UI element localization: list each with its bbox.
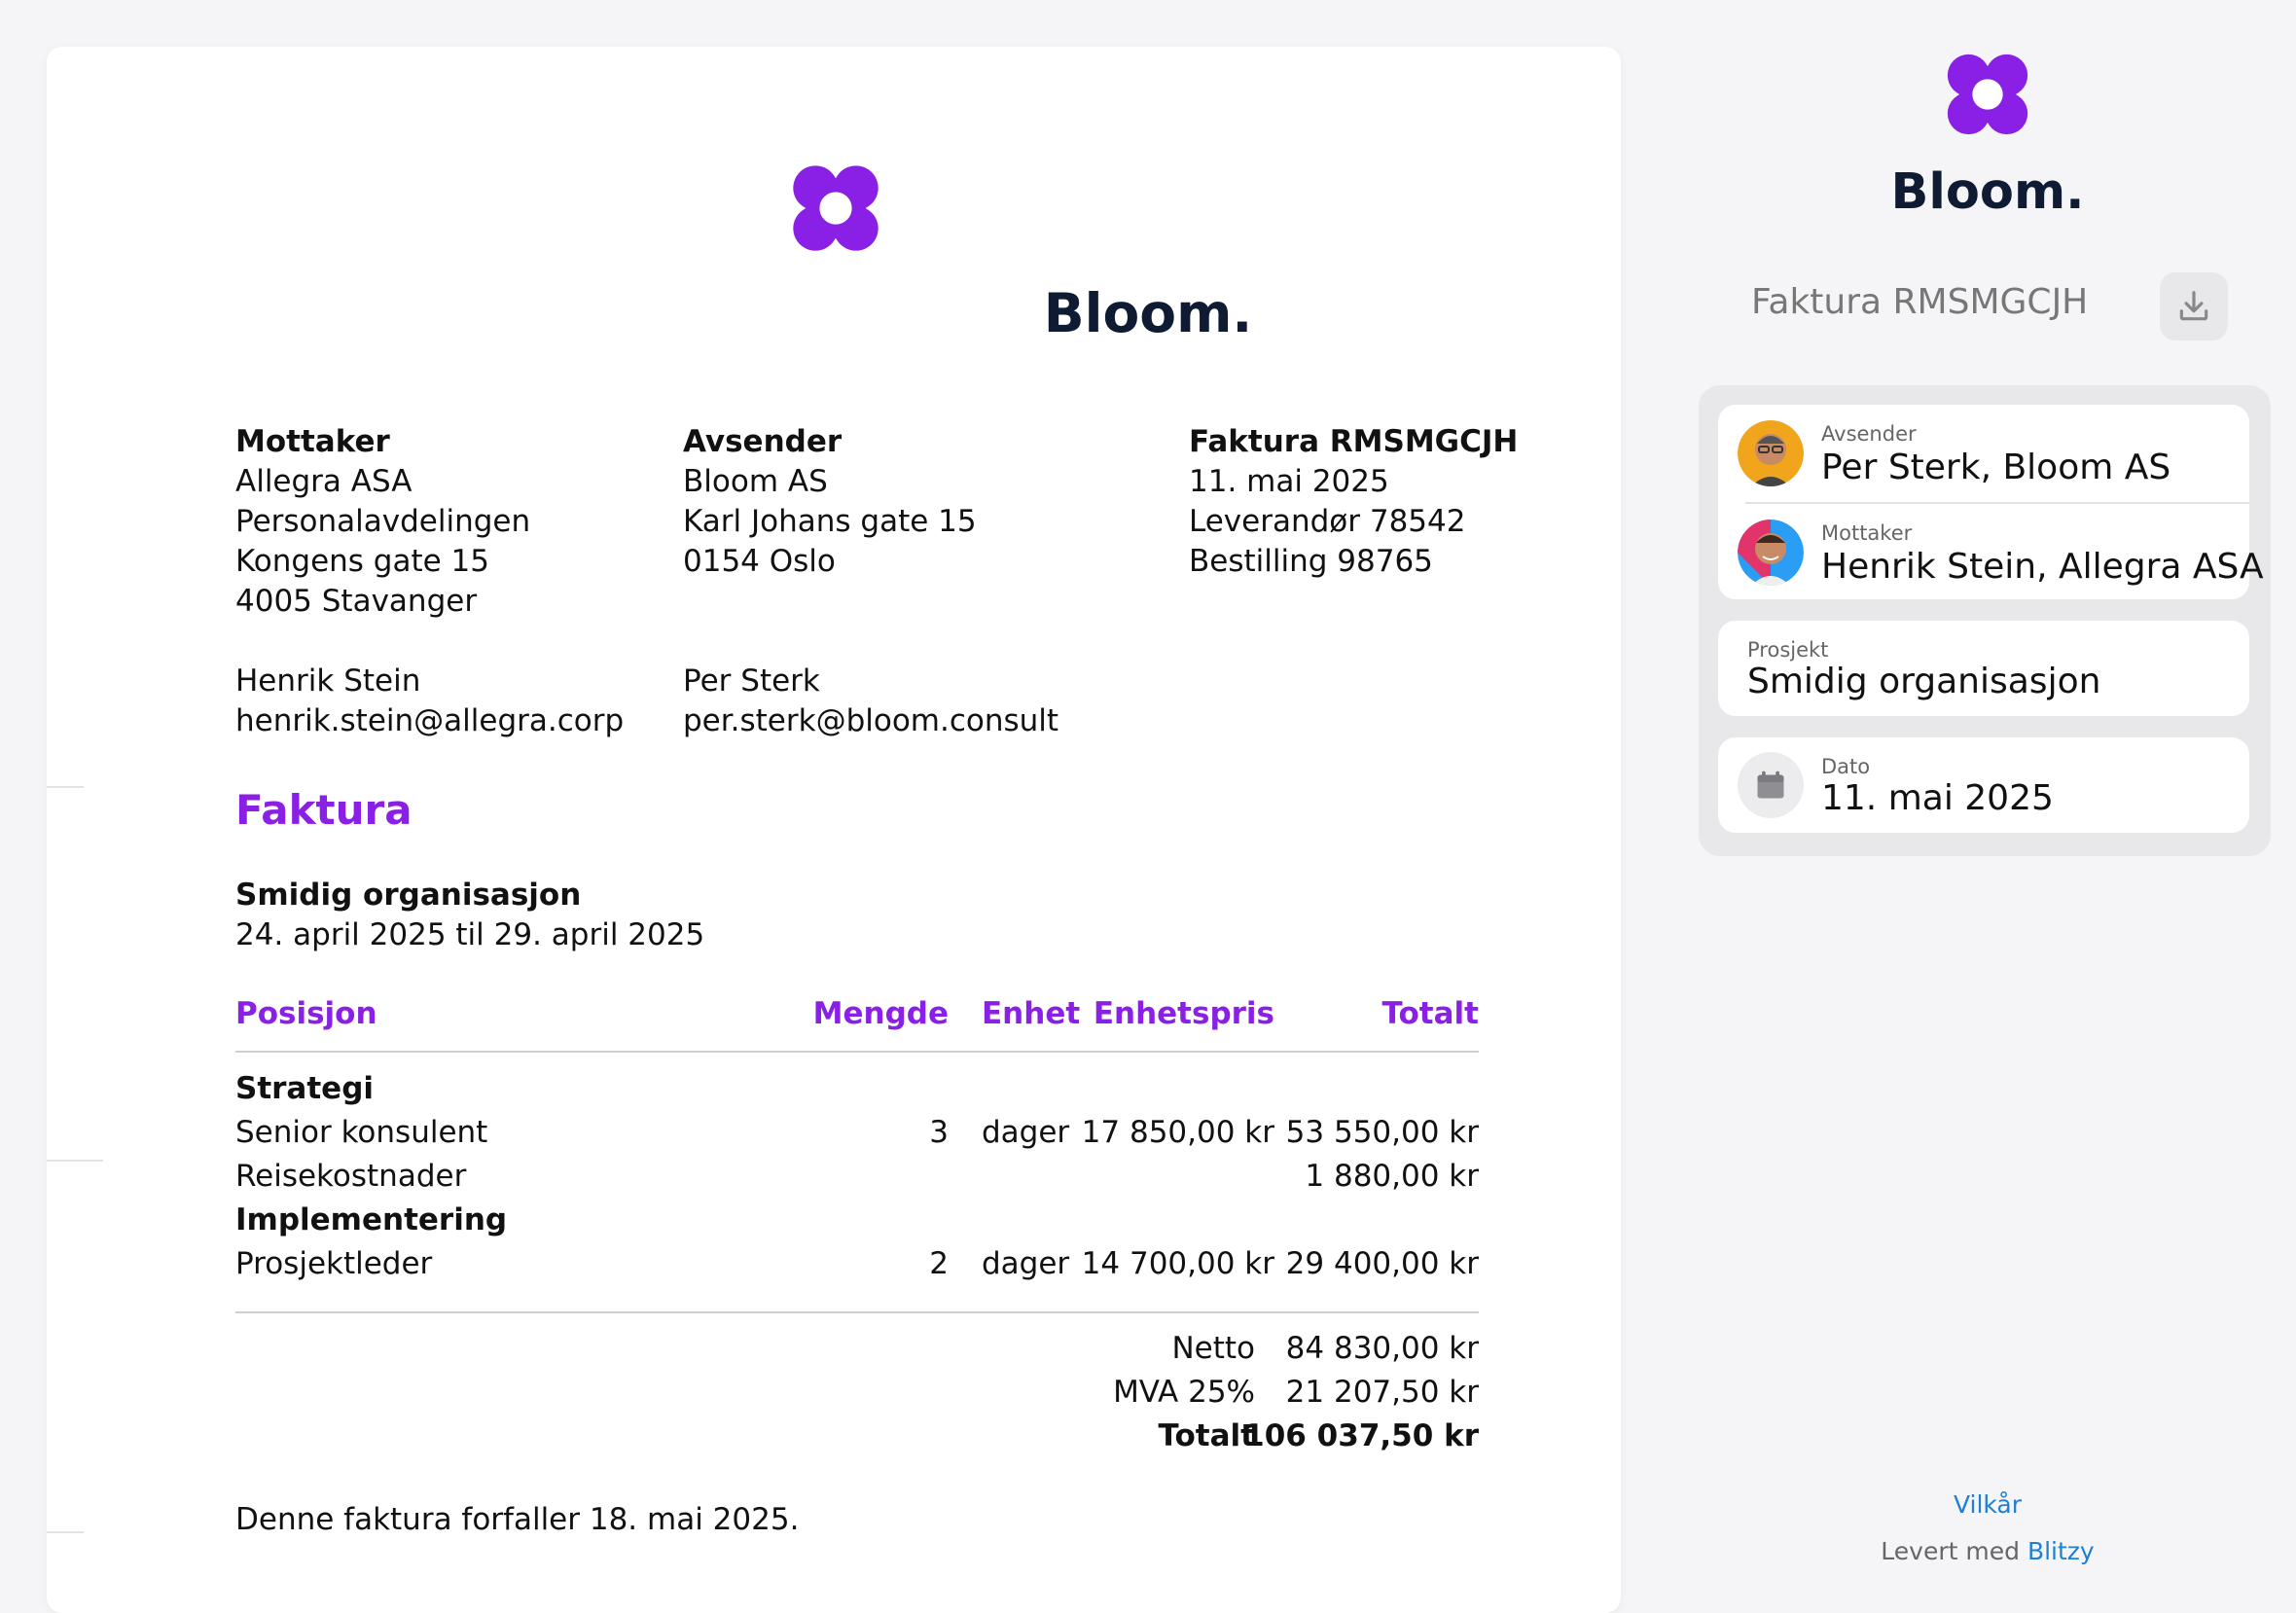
recipient-value: Henrik Stein, Allegra ASA bbox=[1821, 547, 2264, 587]
net-label: Netto bbox=[1171, 1331, 1255, 1366]
bloom-logo-icon bbox=[793, 165, 879, 251]
column-header-position: Posisjon bbox=[235, 996, 377, 1031]
powered-by: Levert med Blitzy bbox=[1679, 1537, 2296, 1565]
sender-line: Bloom AS bbox=[683, 464, 828, 499]
item-quantity: 3 bbox=[929, 1115, 949, 1150]
table-row: Senior konsulent 3 dager 17 850,00 kr 53… bbox=[235, 1111, 1479, 1155]
sender-block: Avsender Bloom AS Karl Johans gate 15 01… bbox=[683, 422, 1058, 741]
item-quantity: 2 bbox=[929, 1246, 949, 1281]
terms-link[interactable]: Vilkår bbox=[1953, 1490, 2023, 1519]
sender-label: Avsender bbox=[1821, 422, 1917, 446]
column-header-unit-price: Enhetspris bbox=[1093, 996, 1274, 1031]
column-header-unit: Enhet bbox=[982, 996, 1081, 1031]
fold-mark bbox=[47, 1531, 84, 1533]
sender-contact-email: per.sterk@bloom.consult bbox=[683, 703, 1059, 738]
sidebar-invoice-title: Faktura RMSMGCJH bbox=[1751, 282, 2089, 322]
card-divider bbox=[1745, 502, 2249, 504]
recipient-block: Mottaker Allegra ASA Personalavdelingen … bbox=[235, 422, 624, 741]
invoice-document bbox=[47, 47, 1621, 1613]
blitzy-link[interactable]: Blitzy bbox=[2027, 1537, 2095, 1565]
item-total: 53 550,00 kr bbox=[1285, 1115, 1479, 1150]
project-period: 24. april 2025 til 29. april 2025 bbox=[235, 917, 705, 952]
project-card: Prosjekt Smidig organisasjon bbox=[1718, 621, 2249, 716]
item-total: 29 400,00 kr bbox=[1285, 1246, 1479, 1281]
footer-links: Vilkår bbox=[1679, 1490, 2296, 1519]
vat-label: MVA 25% bbox=[1113, 1375, 1255, 1410]
sender-heading: Avsender bbox=[683, 424, 843, 459]
vat-value: 21 207,50 kr bbox=[1285, 1375, 1479, 1410]
recipient-line: Personalavdelingen bbox=[235, 504, 531, 539]
powered-by-prefix: Levert med bbox=[1881, 1537, 2020, 1565]
invoice-number-heading: Faktura RMSMGCJH bbox=[1189, 424, 1519, 459]
sender-value: Per Sterk, Bloom AS bbox=[1821, 448, 2171, 487]
recipient-label: Mottaker bbox=[1821, 521, 1913, 545]
invoice-date: 11. mai 2025 bbox=[1189, 464, 1389, 499]
group-name: Strategi bbox=[235, 1071, 375, 1106]
project-title: Smidig organisasjon bbox=[235, 878, 582, 913]
total-value: 106 037,50 kr bbox=[1243, 1418, 1479, 1453]
item-unit-price: 17 850,00 kr bbox=[1081, 1115, 1274, 1150]
net-value: 84 830,00 kr bbox=[1285, 1331, 1479, 1366]
column-header-total: Totalt bbox=[1381, 996, 1479, 1031]
table-divider bbox=[235, 1051, 1479, 1053]
parties-card: Avsender Per Sterk, Bloom AS Mottaker He… bbox=[1718, 405, 2264, 599]
recipient-line: 4005 Stavanger bbox=[235, 584, 478, 619]
table-group-row: Implementering bbox=[235, 1199, 1479, 1242]
recipient-avatar bbox=[1738, 520, 1804, 586]
order-number: Bestilling 98765 bbox=[1189, 544, 1433, 579]
download-button[interactable] bbox=[2160, 272, 2228, 341]
item-position: Prosjektleder bbox=[235, 1246, 433, 1281]
column-header-quantity: Mengde bbox=[812, 996, 949, 1031]
invoice-meta-block: Faktura RMSMGCJH 11. mai 2025 Leverandør… bbox=[1189, 422, 1518, 582]
recipient-line: Kongens gate 15 bbox=[235, 544, 490, 579]
invoice-section-title: Faktura bbox=[235, 786, 413, 834]
table-divider bbox=[235, 1311, 1479, 1313]
item-unit-price: 14 700,00 kr bbox=[1081, 1246, 1274, 1281]
recipient-heading: Mottaker bbox=[235, 424, 390, 459]
recipient-contact-name: Henrik Stein bbox=[235, 663, 421, 699]
due-date-note: Denne faktura forfaller 18. mai 2025. bbox=[235, 1502, 800, 1537]
recipient-line: Allegra ASA bbox=[235, 464, 413, 499]
sender-line: Karl Johans gate 15 bbox=[683, 504, 977, 539]
sidebar-brand-name: Bloom. bbox=[1890, 163, 2085, 221]
sender-contact-name: Per Sterk bbox=[683, 663, 820, 699]
brand-name: Bloom. bbox=[1043, 282, 1253, 344]
recipient-contact-email: henrik.stein@allegra.corp bbox=[235, 703, 625, 738]
fold-mark bbox=[47, 786, 84, 788]
supplier-number: Leverandør 78542 bbox=[1189, 504, 1466, 539]
table-group-row: Strategi bbox=[235, 1067, 1479, 1111]
table-row: Reisekostnader 1 880,00 kr bbox=[235, 1155, 1479, 1199]
item-unit: dager bbox=[982, 1246, 1070, 1281]
sender-avatar bbox=[1738, 420, 1804, 486]
download-icon bbox=[2179, 291, 2208, 321]
bloom-logo-icon bbox=[1947, 54, 2028, 135]
fold-mark bbox=[47, 1160, 103, 1162]
date-card: Dato 11. mai 2025 bbox=[1718, 737, 2249, 833]
item-position: Senior konsulent bbox=[235, 1115, 488, 1150]
table-header: Posisjon Mengde Enhet Enhetspris Totalt bbox=[235, 992, 1479, 1036]
group-name: Implementering bbox=[235, 1202, 508, 1237]
date-value: 11. mai 2025 bbox=[1821, 778, 2054, 818]
project-label: Prosjekt bbox=[1747, 638, 1829, 662]
sender-line: 0154 Oslo bbox=[683, 544, 836, 579]
item-position: Reisekostnader bbox=[235, 1159, 467, 1194]
total-label: Totalt bbox=[1158, 1418, 1255, 1453]
project-value: Smidig organisasjon bbox=[1747, 662, 2101, 701]
date-label: Dato bbox=[1821, 755, 1871, 778]
item-unit: dager bbox=[982, 1115, 1070, 1150]
calendar-icon bbox=[1738, 752, 1804, 818]
table-row: Prosjektleder 2 dager 14 700,00 kr 29 40… bbox=[235, 1242, 1479, 1286]
item-total: 1 880,00 kr bbox=[1305, 1159, 1479, 1194]
project-block: Smidig organisasjon 24. april 2025 til 2… bbox=[235, 876, 704, 955]
